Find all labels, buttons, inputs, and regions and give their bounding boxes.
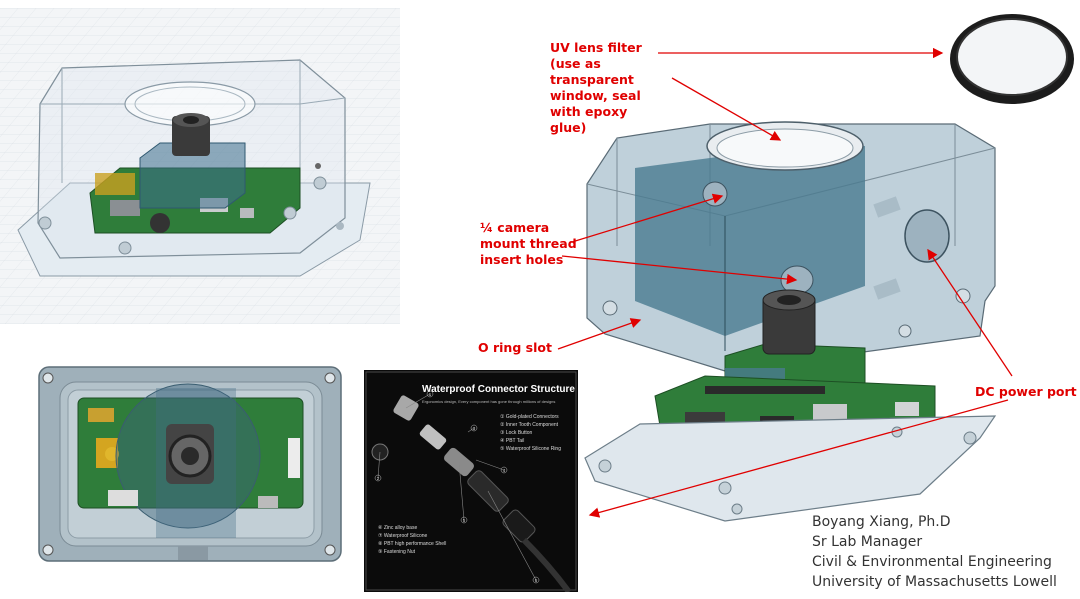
enclosure-transparent-render (0, 8, 400, 324)
connector-part-item: ⑨ Fastening Nut (378, 549, 415, 555)
arrow-to-dc-port (927, 248, 1013, 377)
connector-callout-number: 6 (535, 578, 538, 583)
connector-callout-number: 3 (473, 426, 476, 431)
connector-parts-bottom-list: ⑥ Zinc alloy base ⑦ Waterproof Silicone … (378, 524, 446, 556)
connector-callout-number: 1 (429, 392, 432, 397)
connector-parts-top-list: ① Gold-plated Connectors ② Inner Tooth C… (500, 413, 561, 453)
author-credit: Boyang Xiang, Ph.D Sr Lab Manager Civil … (812, 512, 1057, 592)
connector-part-item: ① Gold-plated Connectors (500, 414, 559, 420)
arrow-to-window (671, 77, 782, 141)
author-university: University of Massachusetts Lowell (812, 574, 1057, 590)
uv-filter-photo (950, 14, 1074, 104)
author-department: Civil & Environmental Engineering (812, 554, 1052, 570)
author-title: Sr Lab Manager (812, 534, 923, 550)
o-ring-label: O ring slot (478, 340, 552, 355)
connector-part-item: ⑦ Waterproof Silicone (378, 533, 428, 539)
cad-render-top-left (0, 8, 400, 324)
connector-part-item: ③ Lock Button (500, 430, 533, 436)
cad-render-top-view (38, 366, 342, 562)
arrow-to-thread-hole-1 (571, 193, 724, 243)
author-name: Boyang Xiang, Ph.D (812, 514, 951, 530)
connector-figure-title: Waterproof Connector Structure (422, 384, 575, 395)
connector-callout-number: 2 (377, 476, 380, 481)
connector-part-item: ④ PBT Tail (500, 438, 525, 444)
connector-part-item: ⑥ Zinc alloy base (378, 525, 418, 531)
enclosure-top-view (38, 366, 342, 562)
connector-structure-figure: Waterproof Connector Structure Ergonomic… (364, 370, 578, 592)
connector-exploded-drawing: 1 2 3 4 5 6 (365, 371, 577, 592)
connector-callout-number: 4 (503, 468, 506, 473)
connector-part-item: ⑧ PBT high performance Shell (378, 541, 447, 547)
exploded-enclosure-render (584, 121, 997, 522)
uv-filter-label: UV lens filter (use as transparent windo… (550, 40, 642, 135)
camera-mount-label: ¼ camera mount thread insert holes (480, 220, 577, 267)
connector-body-icon (371, 395, 572, 592)
connector-part-item: ② Inner Tooth Component (500, 422, 559, 428)
connector-callout-number: 5 (463, 518, 466, 523)
arrow-to-connector (588, 399, 1009, 518)
arrow-to-o-ring (557, 318, 642, 350)
arrow-to-thread-hole-2 (561, 255, 798, 285)
connector-figure-subtitle: Ergonomics design, Every component has g… (422, 399, 556, 404)
connector-part-item: ⑤ Waterproof Silicone Ring (500, 446, 561, 452)
dc-port-label: DC power port (975, 384, 1077, 399)
